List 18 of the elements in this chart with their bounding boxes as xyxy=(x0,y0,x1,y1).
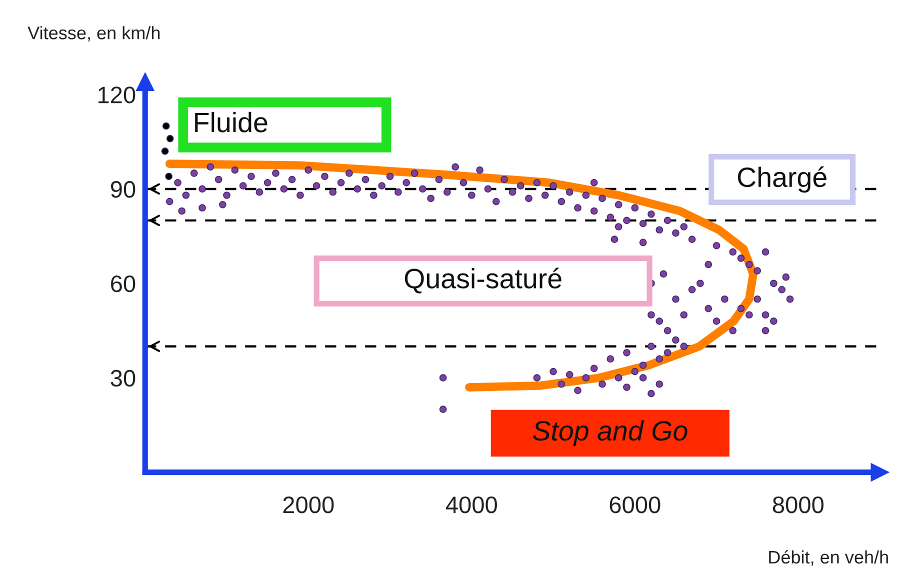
x-tick-label: 8000 xyxy=(772,496,824,514)
annotation: Quasi-saturé xyxy=(404,268,562,294)
y-tick-label: 60 xyxy=(111,275,136,292)
x-tick-label: 2000 xyxy=(283,496,334,514)
y-tick-label: 30 xyxy=(110,370,136,387)
annotation: Fluide xyxy=(195,112,268,132)
point xyxy=(161,148,169,155)
point xyxy=(162,122,170,130)
annotation: Stop and Go xyxy=(532,420,688,446)
x-tick-label: 4000 xyxy=(446,496,497,514)
point xyxy=(166,134,174,142)
y-axis-title: Vitesse, en km/h xyxy=(28,26,160,42)
x-tick-label: 6000 xyxy=(610,496,660,514)
y-tick-label: 120 xyxy=(98,86,136,104)
point xyxy=(165,172,172,180)
y-tick-label: 90 xyxy=(110,181,136,198)
annotation: Chargé xyxy=(738,166,826,193)
x-axis-title: Débit, en veh/h xyxy=(769,550,888,566)
